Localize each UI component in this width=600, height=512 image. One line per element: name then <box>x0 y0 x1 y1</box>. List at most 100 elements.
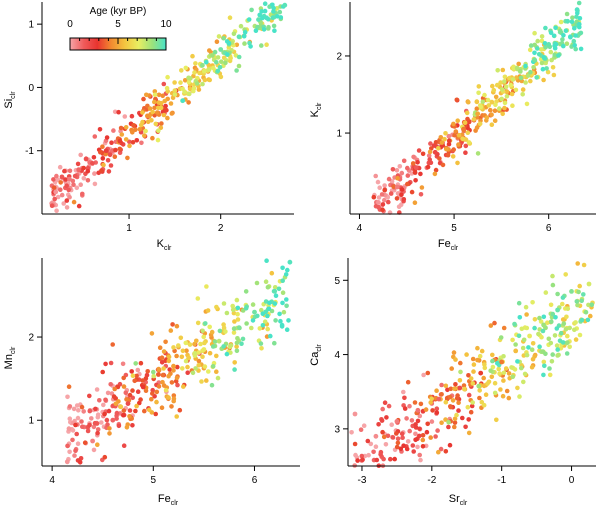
scatter-point <box>359 453 365 459</box>
scatter-point <box>112 154 118 159</box>
scatter-point <box>151 373 156 379</box>
scatter-point <box>259 346 264 351</box>
scatter-point <box>105 422 110 427</box>
scatter-point <box>67 416 73 422</box>
scatter-point <box>423 407 429 412</box>
scatter-point <box>149 118 154 123</box>
scatter-point <box>531 65 536 70</box>
scatter-point <box>83 156 89 161</box>
scatter-point <box>420 444 426 449</box>
scatter-point <box>379 192 385 197</box>
scatter-point <box>572 327 577 333</box>
scatter-point <box>268 333 273 339</box>
scatter-point <box>234 344 239 349</box>
scatter-point <box>118 125 124 131</box>
scatter-point <box>202 364 208 369</box>
scatter-point <box>581 262 587 268</box>
scatter-point <box>264 42 269 47</box>
scatter-point <box>588 313 593 319</box>
scatter-point <box>108 163 114 168</box>
scatter-point <box>516 333 522 339</box>
scatter-point <box>280 278 286 284</box>
scatter-point <box>555 353 560 358</box>
scatter-point <box>165 74 170 80</box>
scatter-point <box>262 319 268 325</box>
scatter-point <box>421 372 426 378</box>
scatter-point <box>540 66 546 72</box>
scatter-point <box>161 112 167 118</box>
scatter-point <box>101 162 106 168</box>
scatter-point <box>571 38 577 44</box>
scatter-point <box>508 82 514 88</box>
scatter-point <box>179 354 185 360</box>
scatter-point <box>190 53 195 59</box>
scatter-point <box>110 417 116 423</box>
scatter-point <box>75 441 81 447</box>
scatter-point <box>172 88 178 93</box>
scatter-point <box>498 80 503 85</box>
scatter-point <box>543 25 548 31</box>
scatter-point <box>382 187 388 193</box>
scatter-point <box>171 393 177 398</box>
scatter-point <box>577 283 582 289</box>
scatter-point <box>66 426 72 431</box>
scatter-point <box>494 82 500 88</box>
scatter-point <box>454 412 459 418</box>
scatter-point <box>152 89 158 94</box>
scatter-point <box>549 319 554 325</box>
scatter-point <box>477 121 483 127</box>
scatter-point <box>405 165 410 171</box>
scatter-point <box>451 350 457 355</box>
scatter-point <box>573 33 578 38</box>
scatter-point <box>548 302 554 308</box>
scatter-point <box>174 353 179 359</box>
scatter-point <box>515 359 520 364</box>
scatter-point <box>256 17 261 22</box>
scatter-point <box>266 24 271 30</box>
scatter-point <box>541 314 547 320</box>
scatter-point <box>149 396 154 402</box>
scatter-point <box>549 359 555 364</box>
scatter-point <box>373 173 379 179</box>
scatter-point <box>407 403 412 409</box>
scatter-point <box>64 205 70 210</box>
scatter-point <box>52 196 57 202</box>
scatter-point <box>458 360 463 366</box>
scatter-point <box>394 431 399 436</box>
scatter-point <box>555 291 560 297</box>
scatter-point <box>187 86 193 92</box>
scatter-point <box>386 176 392 182</box>
scatter-point <box>504 89 510 94</box>
scatter-point <box>254 280 260 286</box>
scatter-point <box>230 303 235 309</box>
scatter-point <box>67 176 72 182</box>
scatter-point <box>482 362 487 367</box>
scatter-point <box>94 387 100 392</box>
scatter-point <box>214 369 219 375</box>
scatter-point <box>573 337 579 342</box>
scatter-point <box>209 329 215 335</box>
scatter-point <box>261 27 267 32</box>
scatter-point <box>163 339 168 345</box>
scatter-point <box>394 184 400 190</box>
scatter-point <box>471 369 476 374</box>
scatter-point <box>560 340 566 345</box>
scatter-point <box>67 194 72 200</box>
scatter-point <box>479 348 485 354</box>
scatter-point <box>277 9 283 15</box>
scatter-point <box>109 140 114 145</box>
scatter-point <box>178 335 184 341</box>
scatter-point <box>446 141 452 147</box>
scatter-point <box>451 147 457 152</box>
scatter-point <box>67 404 73 409</box>
scatter-point <box>130 130 135 135</box>
scatter-point <box>200 62 205 68</box>
scatter-point <box>466 373 471 378</box>
scatter-point <box>81 176 87 181</box>
scatter-point <box>503 84 509 90</box>
scatter-point <box>49 203 55 208</box>
scatter-point <box>70 437 75 443</box>
scatter-point <box>466 140 472 145</box>
scatter-point <box>555 307 560 313</box>
